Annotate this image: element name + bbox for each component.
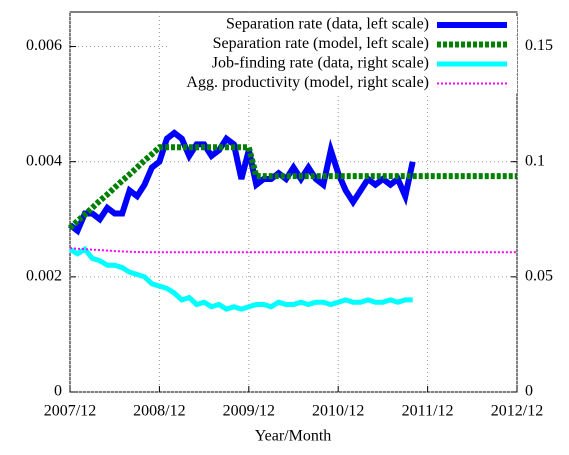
- x-tick-label: 2011/12: [402, 403, 454, 420]
- series-line: [68, 245, 413, 312]
- y2-tick-label: 0.05: [525, 268, 553, 285]
- series-line: [67, 144, 517, 231]
- x-tick-label: 2007/12: [44, 403, 96, 420]
- legend-bg: [167, 74, 517, 94]
- x-axis-label: Year/Month: [255, 428, 332, 445]
- legend-bg: [167, 55, 517, 74]
- series-line: [68, 129, 416, 236]
- legend-label: Job-finding rate (data, right scale): [212, 55, 429, 72]
- y-tick-label: 0.002: [26, 268, 62, 285]
- y-tick-label: 0.006: [26, 37, 62, 54]
- legend-bg: [167, 35, 517, 55]
- x-tick-label: 2010/12: [312, 403, 364, 420]
- y-tick-label: 0: [54, 383, 62, 400]
- y-tick-label: 0.004: [26, 152, 62, 169]
- legend-label: Agg. productivity (model, right scale): [186, 74, 429, 91]
- legend-label: Separation rate (model, left scale): [213, 35, 429, 52]
- series-line: [69, 247, 517, 254]
- plot-frame: [69, 11, 518, 393]
- x-tick-label: 2009/12: [223, 403, 275, 420]
- legend-label: Separation rate (data, left scale): [226, 16, 429, 33]
- y2-tick-label: 0.15: [525, 37, 553, 54]
- legend-bg: [167, 16, 517, 35]
- y2-tick-label: 0: [525, 383, 533, 400]
- x-tick-label: 2012/12: [491, 403, 543, 420]
- y2-tick-label: 0.1: [525, 152, 545, 169]
- x-tick-label: 2008/12: [133, 403, 185, 420]
